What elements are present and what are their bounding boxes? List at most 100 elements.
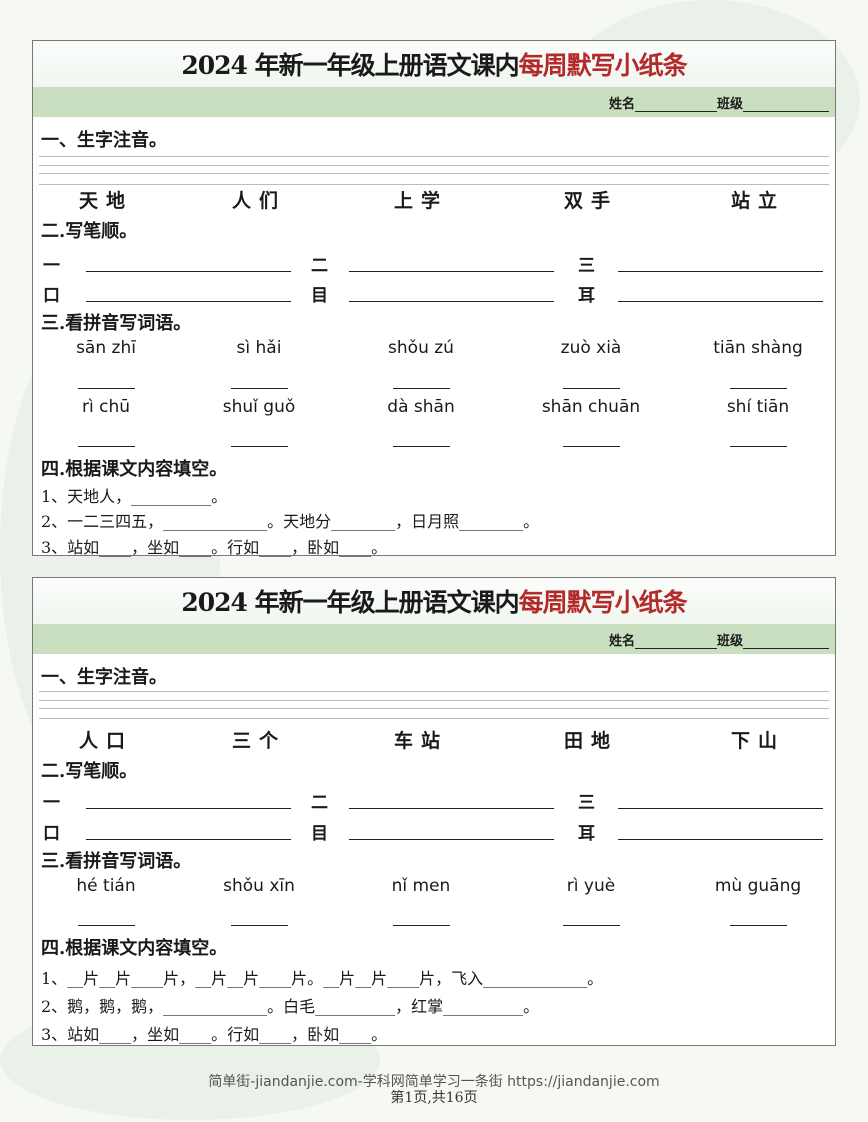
stroke-character: 口 [43,286,60,306]
word-answer-line[interactable] [563,388,620,389]
stroke-order-line[interactable] [618,301,823,302]
stroke-character: 二 [311,256,328,276]
fill-in-sentence[interactable]: 2、鹅，鹅，鹅，_____________。白毛__________，红掌___… [41,997,540,1016]
word-answer-line[interactable] [730,925,787,926]
word-answer-line[interactable] [393,388,450,389]
title-red: 每周默写小纸条 [518,51,688,80]
pinyin-writing-line[interactable] [39,700,829,701]
fill-in-sentence[interactable]: 1、__片__片____片，__片__片____片。__片__片____片，飞入… [41,969,604,988]
pinyin-text: dà shān [387,397,455,417]
word-answer-line[interactable] [563,925,620,926]
word-answer-line[interactable] [730,388,787,389]
stroke-order-line[interactable] [618,839,823,840]
stroke-character: 口 [43,824,60,844]
pinyin-writing-line[interactable] [39,708,829,709]
pinyin-text: shǒu zú [388,338,454,358]
stroke-character: 一 [43,256,60,276]
stroke-order-line[interactable] [618,808,823,809]
footer-site: 简单街-jiandanjie.com-学科网简单学习一条街 https://ji… [208,1074,660,1090]
name-class-fields: 姓名 班级 [609,93,829,112]
pinyin-writing-line[interactable] [39,173,829,174]
stroke-order-line[interactable] [349,271,554,272]
stroke-character: 目 [311,824,328,844]
word-answer-line[interactable] [78,388,135,389]
class-input[interactable] [743,98,829,112]
worksheet-title: 2024 年新一年级上册语文课内 每周默写小纸条 [33,41,835,87]
character-word: 车站 [393,730,448,752]
section-2-heading: 二.写笔顺。 [41,221,138,242]
character-word: 下山 [730,730,785,752]
word-answer-line[interactable] [231,446,288,447]
class-label: 班级 [716,634,743,649]
character-word: 人口 [78,730,133,752]
pinyin-text: hé tián [76,876,136,896]
character-word: 上学 [393,190,448,212]
character-word: 天地 [78,190,133,212]
pinyin-text: rì yuè [566,876,616,896]
stroke-order-line[interactable] [86,839,291,840]
word-answer-line[interactable] [78,925,135,926]
name-label: 姓名 [608,97,635,112]
footer-page-number: 第1页,共16页 [390,1090,478,1106]
word-answer-line[interactable] [563,446,620,447]
pinyin-text: mù guāng [714,876,802,896]
character-word: 站立 [730,190,785,212]
pinyin-text: shān chuān [541,397,641,417]
fill-in-sentence[interactable]: 1、天地人，__________。 [41,487,228,506]
pinyin-writing-line[interactable] [39,156,829,157]
pinyin-writing-line[interactable] [39,691,829,692]
pinyin-text: sān zhī [76,338,136,358]
stroke-character: 三 [578,793,595,813]
title-black: 2024 年新一年级上册语文课内 [181,51,519,80]
title-red: 每周默写小纸条 [518,588,688,617]
pinyin-text: nǐ men [391,876,451,896]
name-label: 姓名 [608,634,635,649]
word-answer-line[interactable] [393,925,450,926]
word-answer-line[interactable] [231,925,288,926]
class-label: 班级 [716,97,743,112]
word-answer-line[interactable] [231,388,288,389]
fill-in-sentence[interactable]: 3、站如____，坐如____。行如____，卧如____。 [41,538,388,557]
stroke-order-line[interactable] [349,301,554,302]
stroke-order-line[interactable] [86,808,291,809]
worksheet-title: 2024 年新一年级上册语文课内 每周默写小纸条 [33,578,835,624]
name-input[interactable] [634,635,717,649]
pinyin-text: shí tiān [726,397,790,417]
name-input[interactable] [634,98,717,112]
word-answer-line[interactable] [393,446,450,447]
pinyin-writing-line[interactable] [39,718,829,719]
stroke-order-line[interactable] [618,271,823,272]
character-word: 人们 [231,190,286,212]
title-black: 2024 年新一年级上册语文课内 [181,588,519,617]
pinyin-text: sì hǎi [236,338,282,358]
stroke-character: 耳 [578,824,595,844]
stroke-order-line[interactable] [349,808,554,809]
class-input[interactable] [743,635,829,649]
word-answer-line[interactable] [730,446,787,447]
pinyin-text: shǒu xīn [223,876,295,896]
section-1-heading: 一、生字注音。 [41,667,167,688]
section-3-heading: 三.看拼音写词语。 [41,313,192,334]
stroke-character: 一 [43,793,60,813]
section-1-heading: 一、生字注音。 [41,130,167,151]
character-word: 三个 [231,730,286,752]
stroke-character: 三 [578,256,595,276]
stroke-character: 目 [311,286,328,306]
stroke-order-line[interactable] [86,301,291,302]
section-4-heading: 四.根据课文内容填空。 [41,459,228,480]
pinyin-writing-line[interactable] [39,165,829,166]
fill-in-sentence[interactable]: 3、站如____，坐如____。行如____，卧如____。 [41,1025,388,1044]
stroke-character: 耳 [578,286,595,306]
pinyin-text: rì chū [81,397,130,417]
stroke-order-line[interactable] [349,839,554,840]
fill-in-sentence[interactable]: 2、一二三四五，_____________。天地分________，日月照___… [41,512,540,531]
pinyin-writing-line[interactable] [39,184,829,185]
word-answer-line[interactable] [78,446,135,447]
pinyin-text: tiān shàng [713,338,803,358]
stroke-character: 二 [311,793,328,813]
pinyin-text: zuò xià [560,338,622,358]
name-class-band: 姓名 班级 [33,624,835,654]
stroke-order-line[interactable] [86,271,291,272]
character-word: 双手 [563,190,618,212]
name-class-fields: 姓名 班级 [609,630,829,649]
